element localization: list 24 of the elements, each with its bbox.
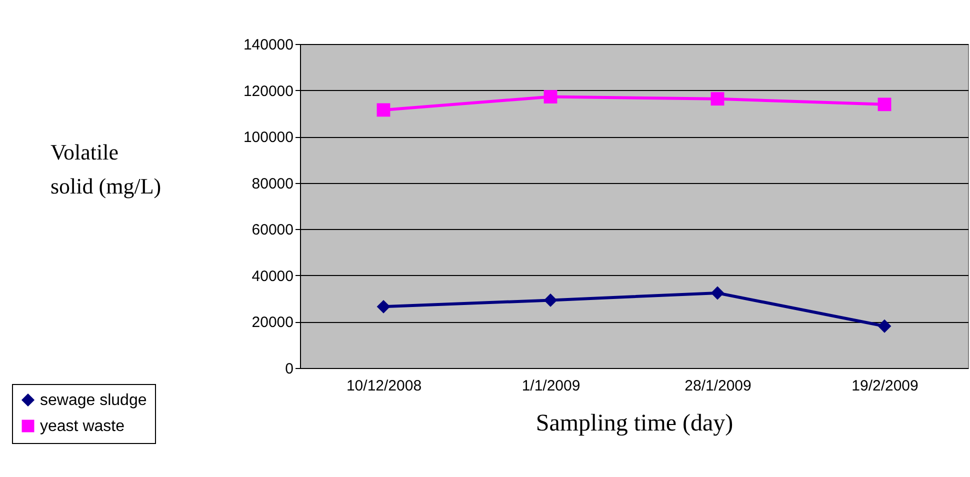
x-tick-label: 1/1/2009 [522, 378, 580, 394]
y-tick-label: 60000 [252, 222, 294, 239]
point [376, 300, 390, 314]
point [710, 286, 724, 300]
y-tick-label: 80000 [252, 175, 294, 192]
x-tick-label: 28/1/2009 [684, 378, 752, 394]
y-axis-title: Volatile solid (mg/L) [50, 140, 162, 198]
x-axis-title: Sampling time (day) [536, 410, 734, 436]
y-tick-label: 40000 [252, 268, 294, 285]
y-tick-label: 100000 [243, 129, 294, 146]
point [544, 293, 558, 307]
point [878, 319, 892, 333]
point [710, 92, 724, 106]
legend-label: sewage sludge [40, 392, 147, 409]
point [376, 103, 390, 117]
point [544, 90, 558, 104]
legend-label: yeast waste [40, 418, 125, 435]
y-tick-label: 120000 [243, 82, 294, 100]
y-tick-label: 140000 [243, 36, 294, 54]
y-tick-label: 0 [285, 360, 294, 378]
x-tick-label: 10/12/2008 [346, 378, 422, 394]
point [878, 98, 892, 112]
y-tick-label: 20000 [252, 314, 294, 332]
x-tick-label: 19/2/2009 [852, 378, 918, 394]
